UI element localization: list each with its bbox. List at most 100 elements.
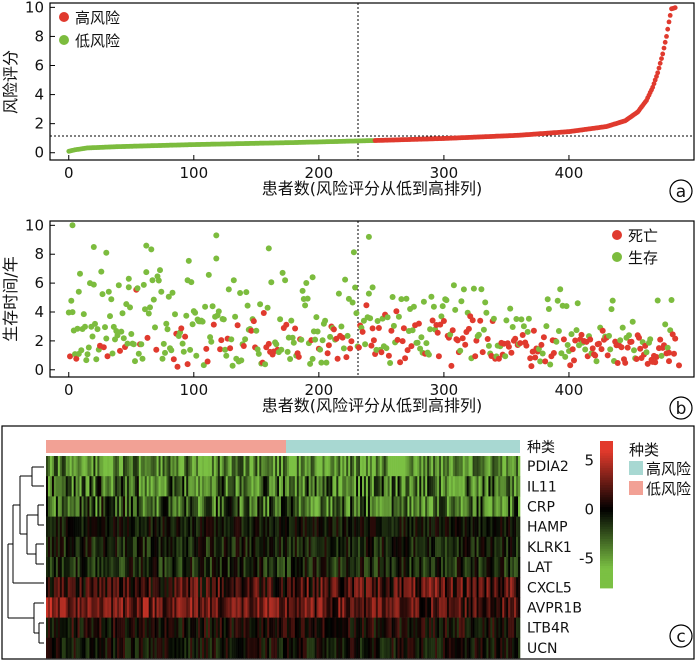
heatmap-cell [346, 496, 349, 517]
heatmap-cell [217, 617, 221, 639]
heatmap-cell [482, 536, 485, 558]
heatmap-cell [73, 617, 76, 639]
heatmap-cell [326, 496, 329, 517]
heatmap-cell [450, 516, 454, 538]
heatmap-cell [103, 617, 106, 639]
heatmap-cell [476, 536, 479, 558]
heatmap-cell [182, 456, 185, 477]
heatmap-cell [365, 637, 369, 659]
heatmap-cell [308, 476, 311, 497]
risk-score-point [662, 39, 668, 45]
heatmap-cell [227, 516, 230, 538]
heatmap-cell [518, 536, 521, 558]
heatmap-cell [294, 617, 298, 639]
heatmap-cell [348, 597, 351, 618]
heatmap-cell [340, 557, 343, 578]
heatmap-cell [302, 637, 306, 659]
heatmap-cell [403, 617, 406, 639]
heatmap-cell [413, 456, 416, 477]
heatmap-cell [130, 456, 134, 477]
heatmap-cell [358, 476, 361, 497]
heatmap-cell [389, 617, 392, 639]
heatmap-cell [267, 637, 270, 659]
heatmap-cell [415, 597, 418, 618]
heatmap-cell [257, 637, 260, 659]
heatmap-cell [69, 536, 72, 558]
heatmap-cell [350, 577, 353, 598]
heatmap-cell [431, 496, 434, 517]
heatmap-cell [123, 577, 126, 598]
heatmap-cell [162, 476, 165, 497]
heatmap-cell [273, 536, 276, 558]
heatmap-cell [446, 476, 450, 497]
heatmap-cell [298, 496, 302, 517]
heatmap-cell [371, 456, 375, 477]
survival-point [542, 358, 549, 365]
heatmap-cell [265, 496, 268, 517]
heatmap-cell [271, 557, 274, 578]
heatmap-cell [389, 557, 392, 578]
heatmap-cell [369, 536, 373, 558]
survival-point [555, 328, 562, 334]
heatmap-cell [482, 516, 485, 538]
heatmap-cell [47, 496, 51, 517]
heatmap-cell [346, 536, 349, 558]
heatmap-cell [283, 557, 286, 578]
heatmap-cell [231, 536, 234, 558]
heatmap-cell [77, 456, 80, 477]
heatmap-cell [142, 557, 146, 578]
heatmap-cell [107, 496, 110, 517]
panel-a-ytick-label: 6 [34, 57, 44, 75]
heatmap-cell [409, 557, 412, 578]
heatmap-cell [77, 577, 80, 598]
heatmap-cell [403, 476, 406, 497]
heatmap-cell [77, 617, 80, 639]
heatmap-cell [267, 516, 270, 538]
heatmap-cell [117, 557, 120, 578]
heatmap-cell [249, 577, 252, 598]
heatmap-cell [462, 557, 465, 578]
heatmap-cell [55, 496, 59, 517]
panel-b-xtick-label: 400 [555, 381, 584, 399]
heatmap-cell [211, 617, 215, 639]
heatmap-cell [219, 496, 223, 517]
risk-score-point [665, 26, 671, 32]
heatmap-cell [121, 496, 124, 517]
survival-point [98, 268, 105, 275]
survival-point [538, 341, 545, 348]
heatmap-cell [202, 496, 205, 517]
panel-b-label-circle [669, 396, 693, 420]
colorbar-step [600, 450, 613, 454]
panel-b-xtick-label: 0 [64, 381, 74, 399]
heatmap-cell [300, 516, 304, 538]
heatmap-cell [283, 597, 286, 618]
heatmap-cell [168, 496, 171, 517]
survival-point [115, 282, 122, 289]
panel-b-legend: 死亡 生存 [612, 227, 658, 267]
heatmap-cell [383, 617, 386, 639]
heatmap-cell [275, 637, 278, 659]
heatmap-cell [407, 637, 410, 659]
heatmap-cell [67, 557, 70, 578]
heatmap-cell [405, 496, 408, 517]
heatmap-cell [397, 476, 400, 497]
heatmap-cell [352, 617, 355, 639]
heatmap-colorbar: 50-5 [579, 441, 613, 589]
survival-point [299, 287, 306, 294]
heatmap-cell [281, 476, 284, 497]
heatmap-cell [204, 476, 207, 497]
heatmap-cell [466, 557, 469, 578]
heatmap-cell [267, 557, 270, 578]
heatmap-cell [462, 516, 465, 538]
survival-point [435, 353, 442, 360]
colorbar-step [600, 543, 613, 547]
heatmap-cell [138, 557, 142, 578]
heatmap-cell [326, 597, 329, 618]
heatmap-cell [188, 577, 191, 598]
survival-point [344, 332, 351, 339]
survival-point [80, 311, 87, 318]
heatmap-cell [448, 557, 452, 578]
heatmap-cell [385, 536, 388, 558]
survival-point [475, 331, 482, 338]
heatmap-cell [192, 496, 195, 517]
